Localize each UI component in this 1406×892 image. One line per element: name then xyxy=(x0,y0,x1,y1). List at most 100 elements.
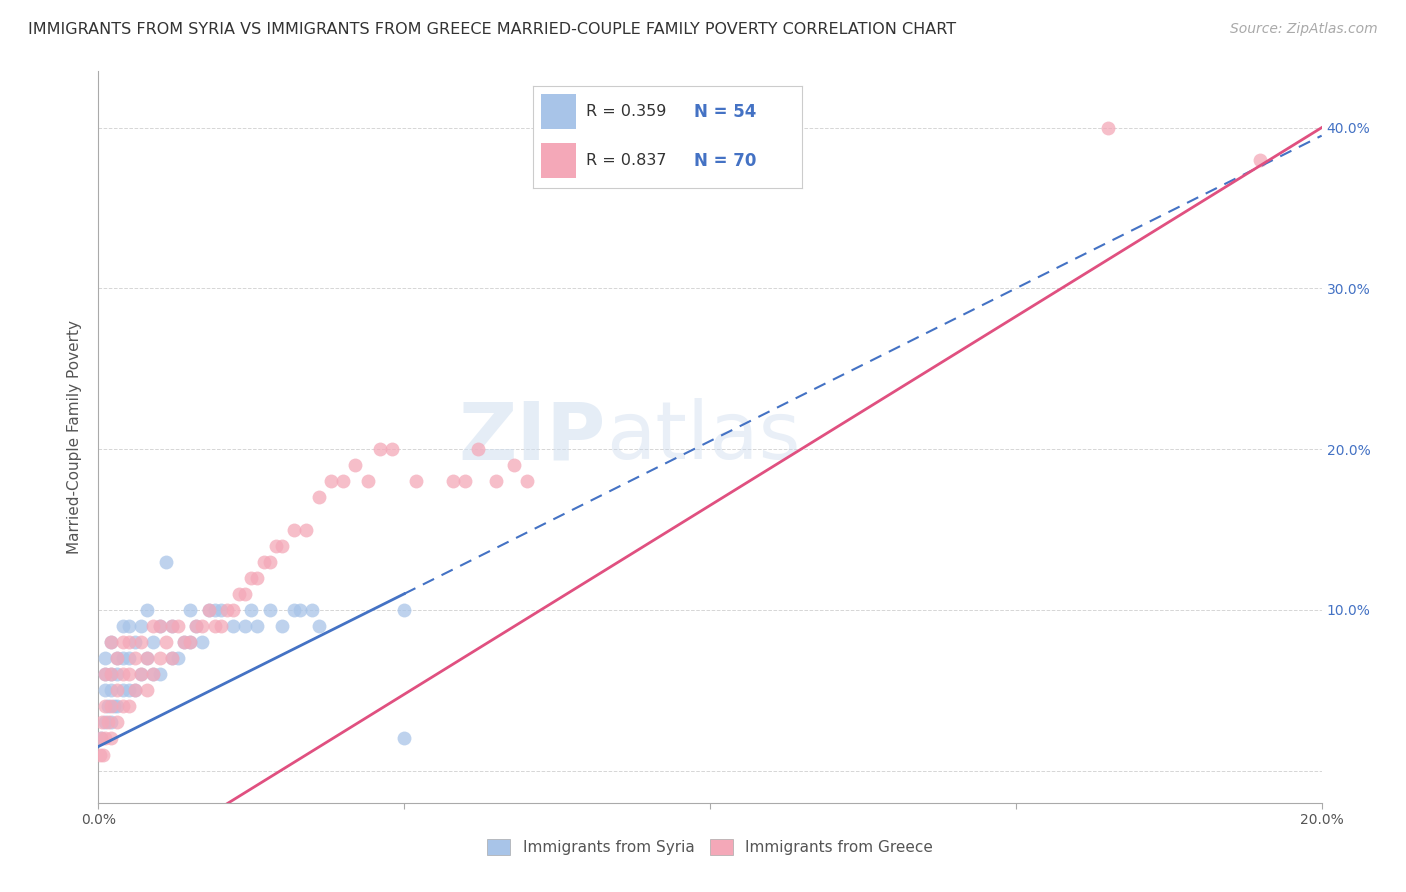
Point xyxy=(105,651,128,665)
Point xyxy=(405,475,427,489)
Point xyxy=(222,603,245,617)
Point xyxy=(222,619,245,633)
Legend: Immigrants from Syria, Immigrants from Greece: Immigrants from Syria, Immigrants from G… xyxy=(481,833,939,861)
Point xyxy=(111,683,134,698)
Point xyxy=(136,651,159,665)
Point xyxy=(124,683,146,698)
Point xyxy=(308,619,330,633)
Point xyxy=(160,651,183,665)
Point xyxy=(283,603,305,617)
Point xyxy=(93,683,115,698)
Point xyxy=(319,475,342,489)
Point xyxy=(89,747,111,762)
Point xyxy=(118,683,141,698)
Point xyxy=(392,603,416,617)
Point xyxy=(179,635,201,649)
Point xyxy=(204,603,226,617)
Point xyxy=(111,667,134,681)
Point xyxy=(283,523,305,537)
Point xyxy=(191,635,214,649)
Point xyxy=(91,715,114,730)
Point xyxy=(149,619,172,633)
Point xyxy=(124,651,146,665)
Point xyxy=(129,635,152,649)
Point xyxy=(93,731,115,746)
Point xyxy=(111,699,134,714)
Point xyxy=(179,635,201,649)
Point xyxy=(111,635,134,649)
Point xyxy=(105,715,128,730)
Point xyxy=(160,619,183,633)
Point xyxy=(124,635,146,649)
Point xyxy=(368,442,391,457)
Point xyxy=(111,619,134,633)
Point xyxy=(186,619,208,633)
Point xyxy=(149,651,172,665)
Point xyxy=(136,683,159,698)
Point xyxy=(290,603,312,617)
Point xyxy=(332,475,354,489)
Point xyxy=(167,619,190,633)
Point xyxy=(105,699,128,714)
Point xyxy=(105,667,128,681)
Text: Source: ZipAtlas.com: Source: ZipAtlas.com xyxy=(1230,22,1378,37)
Point xyxy=(228,587,250,601)
Point xyxy=(503,458,526,473)
Point xyxy=(103,699,125,714)
Point xyxy=(308,491,330,505)
Point xyxy=(160,651,183,665)
Point xyxy=(136,603,159,617)
Point xyxy=(259,555,281,569)
Point xyxy=(191,619,214,633)
Point xyxy=(270,619,292,633)
Text: atlas: atlas xyxy=(606,398,800,476)
Point xyxy=(100,667,122,681)
Point xyxy=(264,539,287,553)
Point xyxy=(142,635,165,649)
Point xyxy=(179,603,201,617)
Point xyxy=(118,699,141,714)
Point xyxy=(295,523,318,537)
Point xyxy=(209,603,232,617)
Point xyxy=(215,603,238,617)
Point xyxy=(246,571,269,585)
Point xyxy=(93,651,115,665)
Point xyxy=(93,667,115,681)
Point xyxy=(97,715,120,730)
Point xyxy=(105,651,128,665)
Point xyxy=(204,619,226,633)
Point xyxy=(118,619,141,633)
Point xyxy=(356,475,378,489)
Point xyxy=(454,475,477,489)
Text: ZIP: ZIP xyxy=(458,398,606,476)
Point xyxy=(100,715,122,730)
Point xyxy=(118,635,141,649)
Point xyxy=(392,731,416,746)
Point xyxy=(142,619,165,633)
Point xyxy=(381,442,404,457)
Point xyxy=(142,667,165,681)
Text: IMMIGRANTS FROM SYRIA VS IMMIGRANTS FROM GREECE MARRIED-COUPLE FAMILY POVERTY CO: IMMIGRANTS FROM SYRIA VS IMMIGRANTS FROM… xyxy=(28,22,956,37)
Point xyxy=(233,587,256,601)
Point xyxy=(93,699,115,714)
Point xyxy=(100,635,122,649)
Point xyxy=(90,731,112,746)
Point xyxy=(240,571,263,585)
Point xyxy=(186,619,208,633)
Point xyxy=(1249,153,1271,167)
Point xyxy=(155,635,177,649)
Point xyxy=(516,475,538,489)
Point xyxy=(105,683,128,698)
Point xyxy=(155,555,177,569)
Point xyxy=(259,603,281,617)
Point xyxy=(197,603,219,617)
Point xyxy=(167,651,190,665)
Point xyxy=(149,619,172,633)
Y-axis label: Married-Couple Family Poverty: Married-Couple Family Poverty xyxy=(67,320,83,554)
Point xyxy=(136,651,159,665)
Point xyxy=(240,603,263,617)
Point xyxy=(118,651,141,665)
Point xyxy=(209,619,232,633)
Point xyxy=(301,603,323,617)
Point xyxy=(93,667,115,681)
